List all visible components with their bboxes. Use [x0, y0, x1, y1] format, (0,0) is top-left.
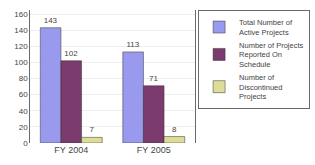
svg-text:113: 113	[126, 40, 139, 49]
svg-text:102: 102	[64, 49, 78, 58]
svg-text:143: 143	[44, 16, 58, 25]
svg-text:160: 160	[14, 10, 28, 19]
svg-text:Number of ProjectsReported OnS: Number of ProjectsReported OnSchedule	[239, 41, 303, 70]
svg-text:FY 2005: FY 2005	[137, 145, 171, 155]
svg-text:20: 20	[19, 123, 28, 132]
svg-text:71: 71	[149, 74, 158, 83]
svg-text:140: 140	[14, 26, 28, 35]
svg-text:7: 7	[89, 125, 94, 134]
svg-text:0: 0	[23, 139, 28, 148]
svg-text:Total Number ofActive Projects: Total Number ofActive Projects	[239, 18, 293, 37]
svg-text:80: 80	[19, 74, 28, 83]
svg-text:120: 120	[14, 42, 28, 51]
svg-text:8: 8	[172, 125, 177, 134]
svg-text:FY 2004: FY 2004	[54, 145, 88, 155]
svg-text:Number ofDiscontinuedProjects: Number ofDiscontinuedProjects	[239, 73, 282, 102]
svg-text:100: 100	[14, 58, 28, 67]
svg-text:60: 60	[19, 90, 28, 99]
svg-text:40: 40	[19, 107, 28, 116]
